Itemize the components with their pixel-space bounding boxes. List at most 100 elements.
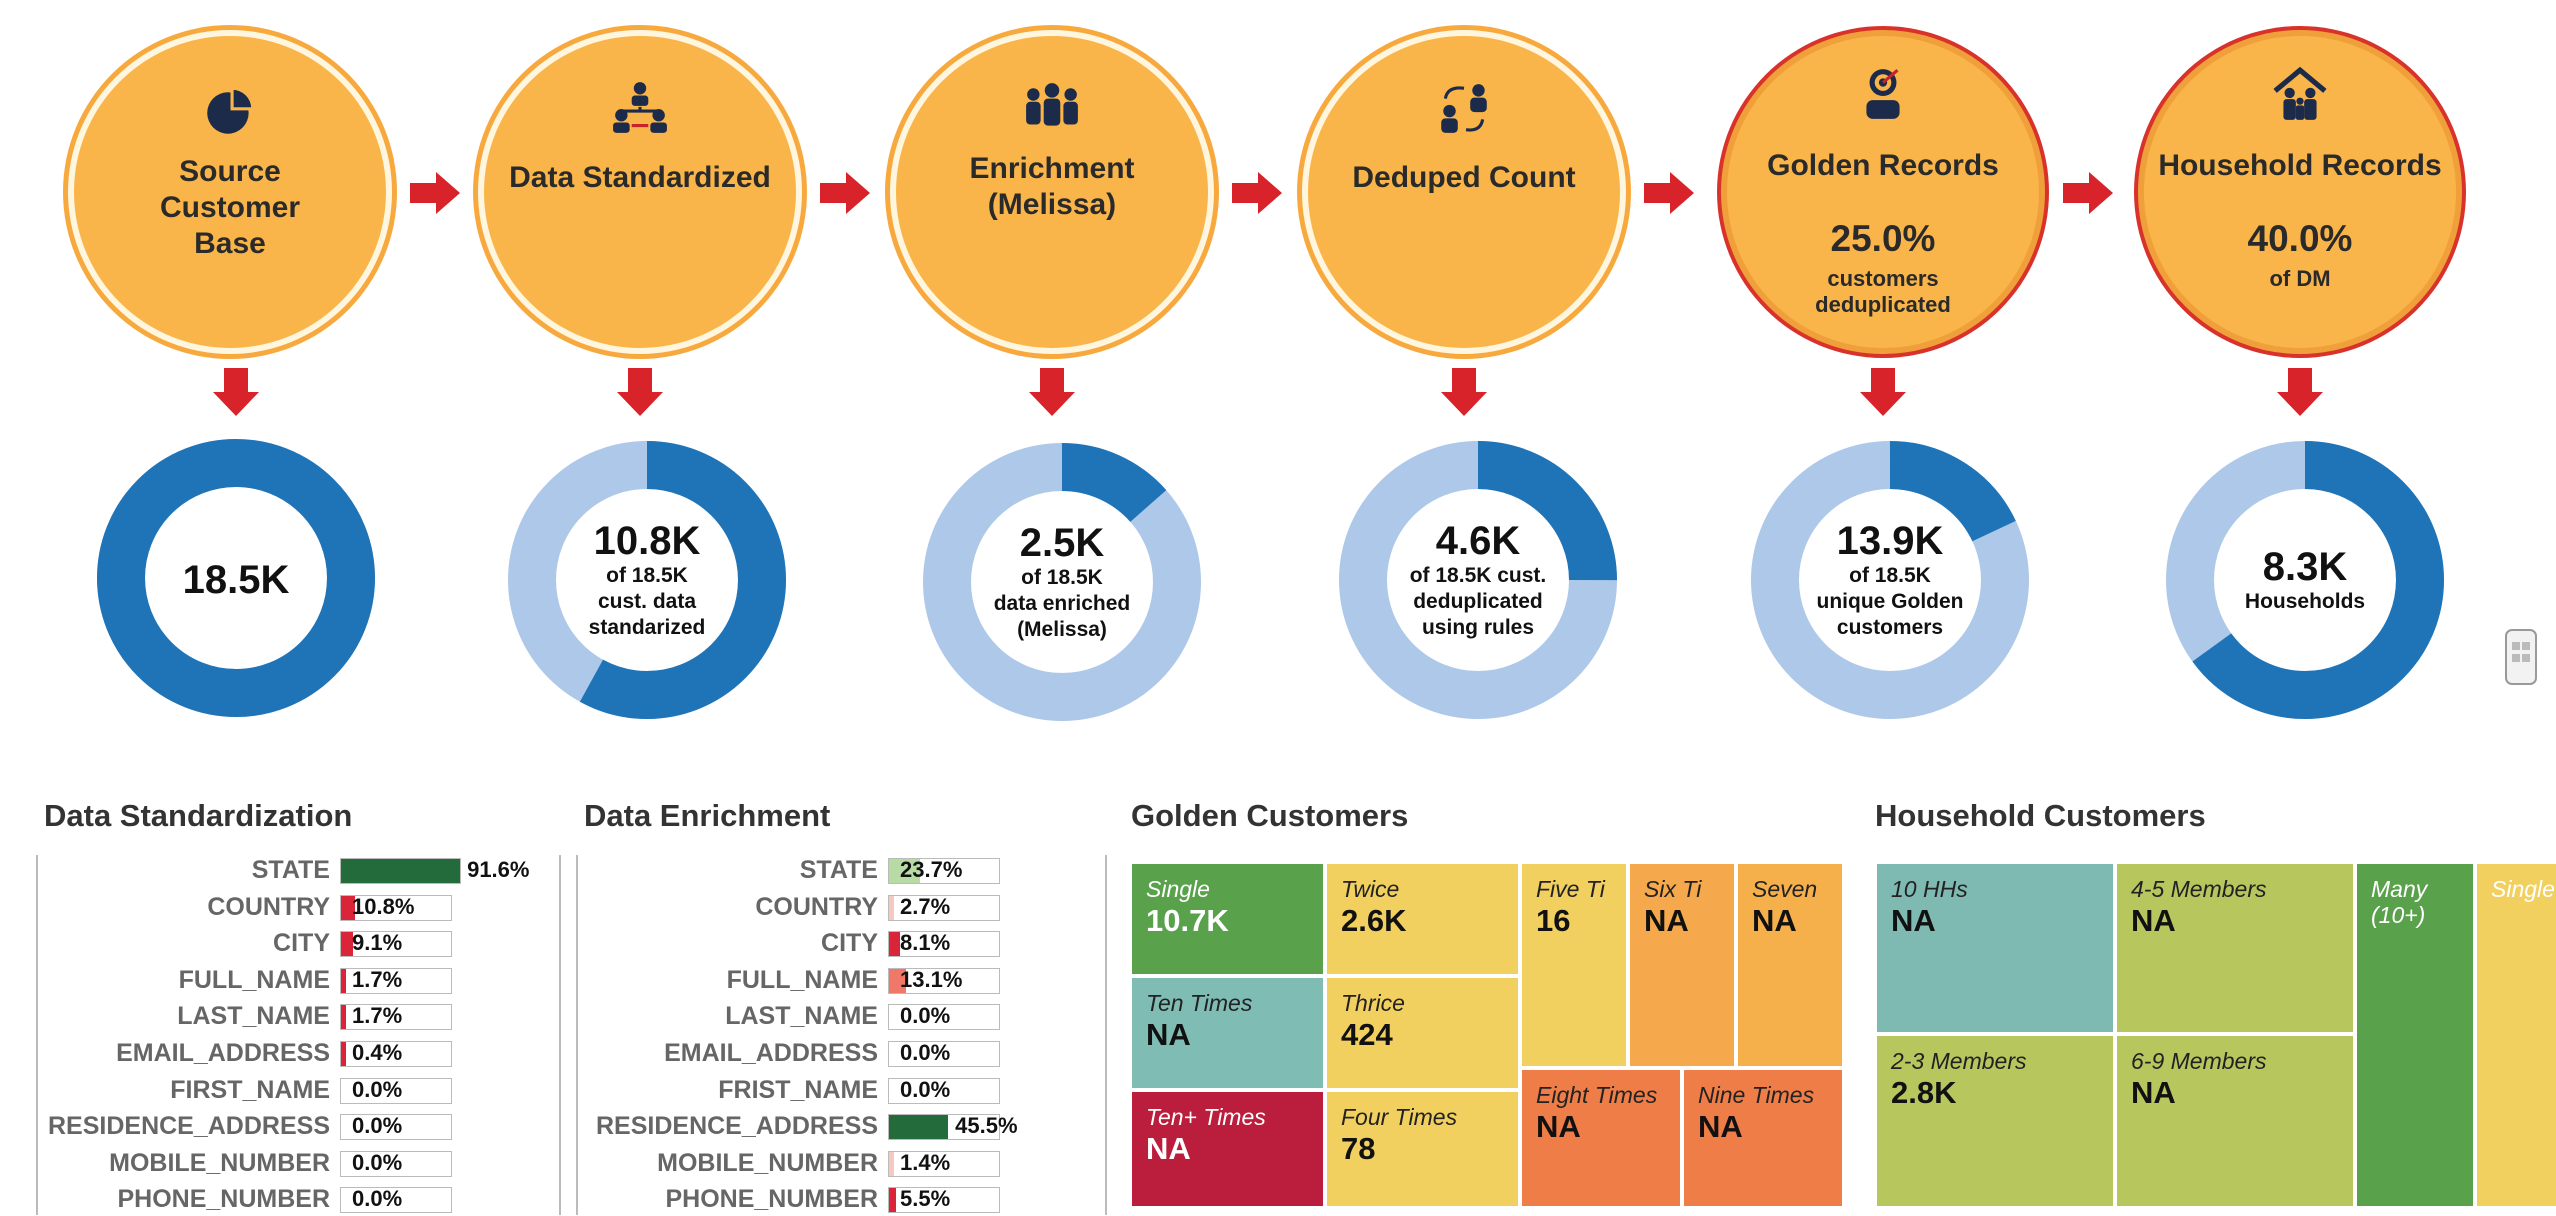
donut-subtitle: of 18.5K — [606, 564, 688, 587]
treemap-tile-value: NA — [1752, 903, 1797, 938]
treemap-tile: Thrice 424 — [1325, 976, 1520, 1090]
treemap-tile-value: 424 — [1341, 1017, 1393, 1052]
house-family-icon — [2273, 66, 2327, 120]
bar-track — [888, 967, 1000, 994]
standardization-frame — [36, 855, 561, 1215]
donut-label: 18.5K — [86, 558, 386, 602]
bar-value-label: 13.1% — [900, 966, 963, 992]
stage-title-line: Enrichment — [969, 152, 1135, 185]
treemap-tile: 2-3 Members 2.8K — [1875, 1034, 2115, 1208]
bar-track — [340, 967, 452, 994]
treemap-tile: 10 HHs NA — [1875, 862, 2115, 1034]
bar-track — [340, 1004, 452, 1031]
bar-track — [888, 1077, 1000, 1104]
bar-value-label: 45.5% — [955, 1113, 1018, 1139]
bar-category-label: FIRST_NAME — [170, 1075, 330, 1104]
bar-value-label: 0.0% — [900, 1040, 951, 1065]
arrow-right-icon — [820, 172, 870, 214]
treemap-tile-value: NA — [2131, 903, 2176, 938]
stage-percent: 40.0% — [2247, 218, 2353, 259]
bar-track — [888, 1004, 1000, 1031]
bar — [889, 932, 900, 957]
bar-category-label: MOBILE_NUMBER — [657, 1148, 878, 1177]
bar-category-label: FULL_NAME — [178, 965, 330, 994]
treemap-tile-label: Ten Times — [1146, 990, 1253, 1016]
bar-category-label: FRIST_NAME — [718, 1075, 878, 1104]
arrow-down-icon — [1029, 368, 1075, 416]
donut-value-slice — [1751, 441, 2029, 719]
arrow-down-icon — [1860, 368, 1906, 416]
stage-title-line: Source — [179, 155, 281, 188]
bar-row — [0, 963, 1, 997]
bar-value-label: 23.7% — [900, 857, 963, 882]
donut-subtitle: of 18.5K — [1849, 564, 1931, 587]
donut-value: 8.3K — [2262, 545, 2348, 589]
stage-subtitle-line: deduplicated — [1815, 292, 1951, 317]
bar-category-label: STATE — [799, 856, 878, 884]
bar — [341, 968, 346, 993]
donut-value-slice — [508, 441, 786, 719]
bar-track — [340, 1150, 452, 1177]
stage-subtitle: of DM — [2144, 266, 2456, 292]
stage-title-line: Golden Records — [1767, 149, 1999, 182]
treemap-tile-value: NA — [1891, 903, 1936, 938]
bar-category-label: COUNTRY — [755, 892, 878, 921]
treemap-tile-value: NA — [2131, 1075, 2176, 1110]
bar-row — [0, 1036, 1, 1070]
treemap-tile-label: 2-3 Members — [1891, 1048, 2027, 1074]
group-people-icon — [1026, 83, 1078, 126]
stage-title-line: Household Records — [2158, 149, 2442, 182]
donut-label: 13.9K of 18.5K unique Golden customers — [1740, 519, 2040, 641]
bar — [341, 895, 356, 920]
donut-subtitle: of 18.5K cust. — [1409, 564, 1547, 587]
bar-track — [888, 931, 1000, 958]
bar-category-label: LAST_NAME — [177, 1002, 330, 1031]
data-enrichment-title: Data Enrichment — [584, 798, 831, 833]
treemap-tile: Ten Times NA — [1130, 976, 1325, 1090]
treemap-tile-value: 16 — [1536, 903, 1571, 938]
treemap-tile-value: 2.8K — [1891, 1075, 1957, 1110]
stage-title-line: Customer — [159, 191, 301, 224]
bar-value-label: 2.7% — [900, 893, 951, 919]
donut-subtitle: of 18.5K — [1021, 566, 1103, 589]
bar-value-label: 0.0% — [352, 1113, 403, 1139]
stage-title: Golden Records — [1727, 148, 2039, 184]
household-customers-treemap: 10 HHs NA 4-5 Members NA Many (10+) Single 2-3… — [1875, 862, 2556, 1208]
arrow-right-icon — [1232, 172, 1282, 214]
bar-track — [340, 931, 452, 958]
donut-label: 8.3K Households — [2155, 545, 2455, 615]
donut-subtitle: cust. data — [597, 590, 697, 613]
stage-circle: Golden Records 25.0% customers deduplicated — [1721, 30, 2045, 354]
bar — [341, 1005, 346, 1030]
treemap-tile: Six Ti NA — [1628, 862, 1736, 1068]
treemap-tile: Single — [2475, 862, 2556, 1208]
golden-customers-treemap: Single 10.7K Twice 2.6K Five Ti 16 Six Ti NA Sev… — [1130, 862, 1844, 1208]
bar-category-label: EMAIL_ADDRESS — [116, 1039, 330, 1067]
arrow-right-icon — [2063, 172, 2113, 214]
household-customers-title: Household Customers — [1875, 798, 2206, 833]
bar-value-label: 0.0% — [900, 1076, 951, 1102]
donut-value-slice — [2166, 441, 2444, 719]
bar-category-label: PHONE_NUMBER — [665, 1185, 878, 1214]
bar — [341, 1042, 346, 1066]
treemap-tile: Nine Times NA — [1682, 1068, 1844, 1208]
bar-value-label: 1.7% — [352, 966, 403, 992]
golden-customers-title: Golden Customers — [1131, 798, 1409, 833]
data-standardization-title: Data Standardization — [44, 798, 353, 833]
bar-category-label: LAST_NAME — [725, 1002, 878, 1031]
bar-value-label: 91.6% — [467, 857, 530, 882]
stage-title-line: Deduped Count — [1352, 161, 1576, 194]
stage-title: Enrichment (Melissa) — [896, 151, 1208, 223]
enrichment-frame — [576, 855, 1107, 1215]
bar-track — [888, 858, 1000, 884]
donut-subtitle: standarized — [588, 616, 706, 639]
bar-value-label: 0.4% — [352, 1040, 403, 1065]
stage-title: Source Customer Base — [74, 154, 386, 262]
bar-row — [0, 1146, 1, 1180]
donut-subtitle: (Melissa) — [1017, 618, 1107, 641]
donut-value-slice — [1339, 441, 1617, 719]
treemap-tile: 4-5 Members NA — [2115, 862, 2355, 1034]
bar-row — [0, 853, 1, 887]
bar-track — [888, 1150, 1000, 1177]
bar-category-label: EMAIL_ADDRESS — [664, 1039, 878, 1067]
